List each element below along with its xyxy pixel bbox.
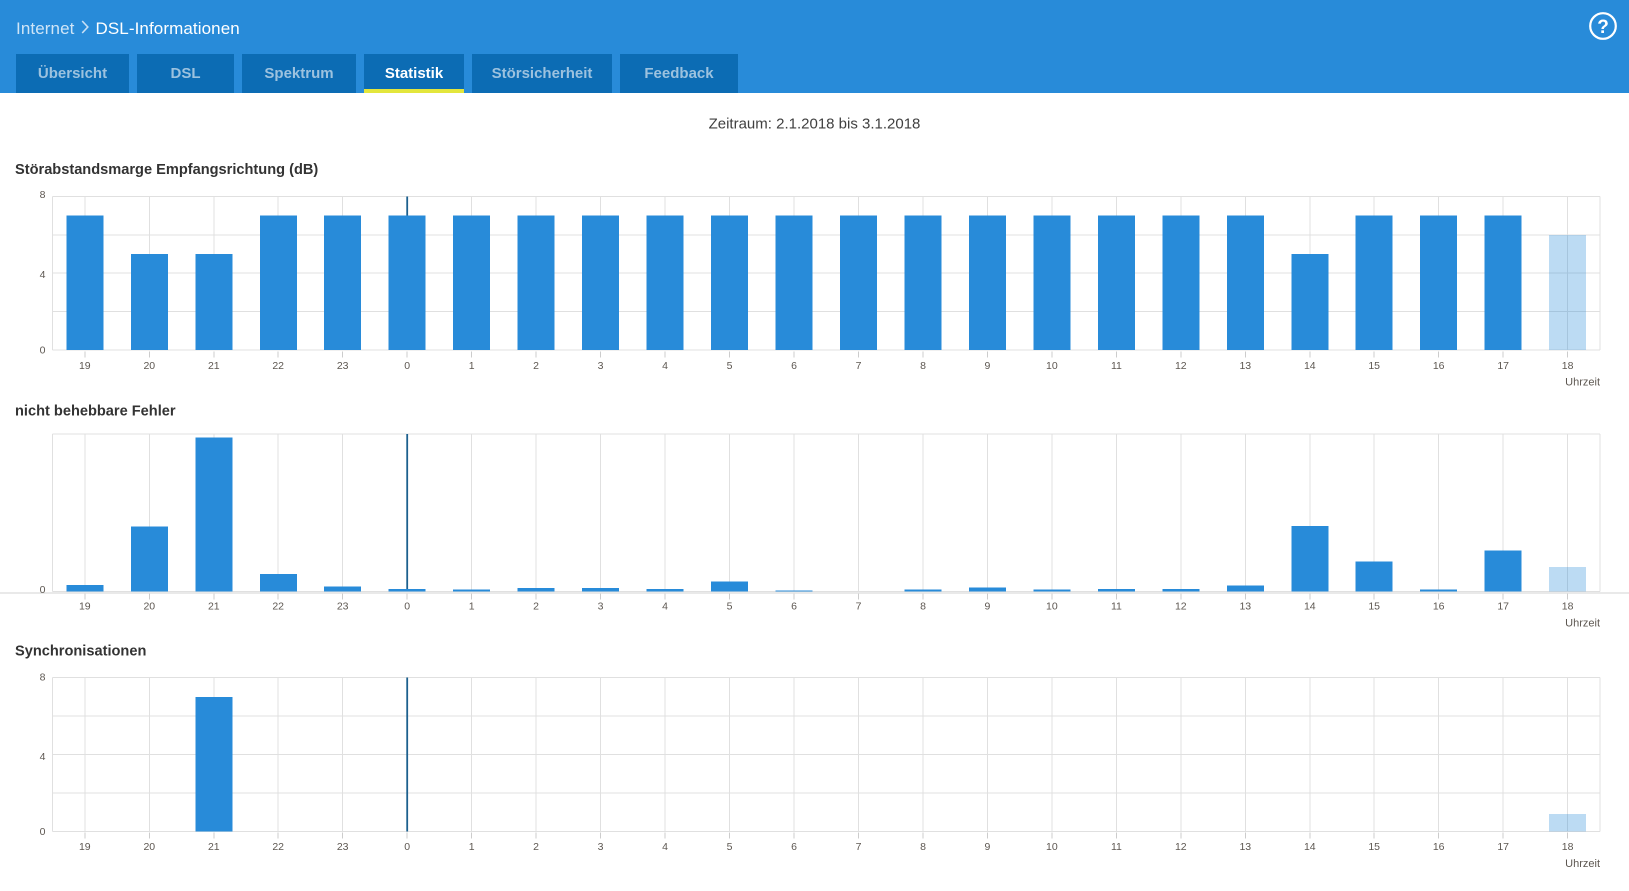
svg-text:15: 15 [1368,841,1380,853]
svg-text:16: 16 [1433,360,1445,372]
svg-text:13: 13 [1239,360,1251,372]
svg-text:0: 0 [404,601,410,613]
svg-text:19: 19 [79,601,91,613]
svg-text:19: 19 [79,841,91,853]
svg-text:11: 11 [1111,601,1122,613]
svg-text:14: 14 [1304,601,1316,613]
svg-text:nicht behebbare Fehler: nicht behebbare Fehler [15,404,176,420]
svg-text:22: 22 [272,601,284,613]
svg-text:3: 3 [598,360,604,372]
svg-text:8: 8 [40,672,46,684]
svg-text:15: 15 [1368,360,1380,372]
svg-text:0: 0 [40,345,46,357]
svg-text:?: ? [1597,17,1609,38]
svg-text:13: 13 [1239,601,1251,613]
svg-text:Uhrzeit: Uhrzeit [1565,618,1600,630]
svg-text:16: 16 [1433,841,1445,853]
svg-text:22: 22 [272,841,284,853]
svg-text:1: 1 [469,601,475,613]
svg-text:23: 23 [337,601,349,613]
svg-text:20: 20 [143,841,155,853]
svg-text:23: 23 [337,841,349,853]
svg-text:21: 21 [208,841,220,853]
svg-text:4: 4 [662,841,668,853]
svg-text:17: 17 [1497,841,1509,853]
svg-text:18: 18 [1562,841,1574,853]
svg-text:3: 3 [598,601,604,613]
svg-text:14: 14 [1304,841,1316,853]
svg-text:2: 2 [533,601,539,613]
svg-text:10: 10 [1046,841,1058,853]
svg-text:10: 10 [1046,360,1058,372]
svg-text:18: 18 [1562,360,1574,372]
svg-text:2: 2 [533,841,539,853]
svg-text:4: 4 [662,601,668,613]
svg-text:2: 2 [533,360,539,372]
svg-text:0: 0 [404,841,410,853]
svg-text:7: 7 [856,601,862,613]
svg-text:6: 6 [791,360,797,372]
svg-text:16: 16 [1433,601,1445,613]
svg-text:9: 9 [984,841,990,853]
svg-text:8: 8 [920,841,926,853]
svg-text:22: 22 [272,360,284,372]
svg-text:10: 10 [1046,601,1058,613]
svg-text:17: 17 [1497,360,1509,372]
svg-text:3: 3 [598,841,604,853]
svg-text:7: 7 [856,841,862,853]
svg-text:Störabstandsmarge Empfangsrich: Störabstandsmarge Empfangsrichtung (dB) [15,162,318,178]
svg-text:Synchronisationen: Synchronisationen [15,644,146,660]
svg-text:4: 4 [40,269,46,281]
svg-text:1: 1 [469,360,475,372]
svg-text:23: 23 [337,360,349,372]
svg-text:17: 17 [1497,601,1509,613]
svg-text:21: 21 [208,601,220,613]
svg-text:11: 11 [1111,841,1122,853]
svg-text:6: 6 [791,601,797,613]
svg-text:0: 0 [40,584,46,596]
svg-text:13: 13 [1239,841,1251,853]
svg-text:Uhrzeit: Uhrzeit [1565,377,1600,389]
svg-text:4: 4 [40,751,46,763]
svg-text:9: 9 [984,601,990,613]
svg-text:6: 6 [791,841,797,853]
svg-text:20: 20 [143,360,155,372]
svg-text:Uhrzeit: Uhrzeit [1565,858,1600,870]
svg-text:15: 15 [1368,601,1380,613]
svg-text:8: 8 [920,601,926,613]
svg-text:5: 5 [727,601,733,613]
svg-text:19: 19 [79,360,91,372]
svg-text:12: 12 [1175,601,1187,613]
svg-text:5: 5 [727,360,733,372]
svg-text:0: 0 [404,360,410,372]
svg-text:7: 7 [856,360,862,372]
svg-text:14: 14 [1304,360,1316,372]
svg-text:8: 8 [920,360,926,372]
svg-text:1: 1 [469,841,475,853]
svg-text:5: 5 [727,841,733,853]
svg-text:21: 21 [208,360,220,372]
svg-text:4: 4 [662,360,668,372]
svg-text:12: 12 [1175,841,1187,853]
svg-text:Zeitraum: 2.1.2018 bis 3.1.201: Zeitraum: 2.1.2018 bis 3.1.2018 [709,116,921,133]
svg-text:12: 12 [1175,360,1187,372]
svg-text:0: 0 [40,826,46,838]
svg-text:8: 8 [40,189,46,201]
svg-text:11: 11 [1111,360,1122,372]
svg-text:20: 20 [143,601,155,613]
svg-text:9: 9 [984,360,990,372]
svg-text:18: 18 [1562,601,1574,613]
